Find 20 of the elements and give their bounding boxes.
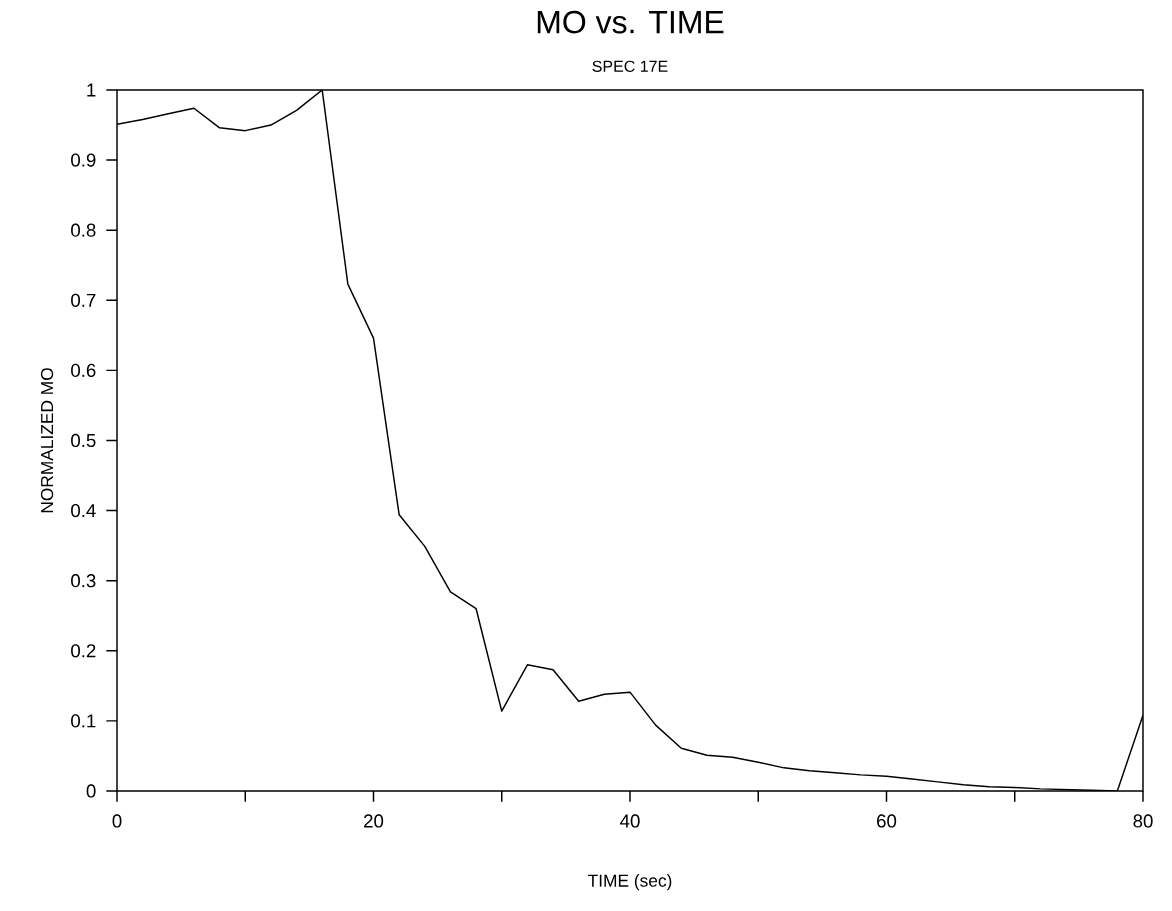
y-axis-title: NORMALIZED MO xyxy=(40,368,54,513)
y-tick-label: 1 xyxy=(87,83,96,97)
y-tick-label: 0.4 xyxy=(71,503,96,518)
y-tick-label: 0.5 xyxy=(71,433,96,448)
y-tick-label: 0.2 xyxy=(71,644,96,658)
chart-title: MO vs. TIME xyxy=(537,10,724,34)
y-tick-label: 0.9 xyxy=(71,153,96,167)
y-tick-label: 0.6 xyxy=(71,363,96,378)
x-tick-label: 40 xyxy=(620,814,640,828)
x-tick-label: 0 xyxy=(112,814,122,828)
y-tick-label: 0.1 xyxy=(71,714,96,728)
x-tick-label: 80 xyxy=(1133,814,1153,828)
x-tick-label: 20 xyxy=(364,814,384,828)
chart-subtitle: SPEC 17E xyxy=(592,60,668,72)
x-axis-title: TIME (sec) xyxy=(588,874,672,891)
y-tick-label: 0 xyxy=(86,784,96,798)
x-tick-label: 60 xyxy=(877,814,897,828)
y-tick-label: 0.7 xyxy=(71,293,96,307)
y-tick-label: 0.3 xyxy=(71,574,96,588)
y-tick-label: 0.8 xyxy=(71,223,96,237)
